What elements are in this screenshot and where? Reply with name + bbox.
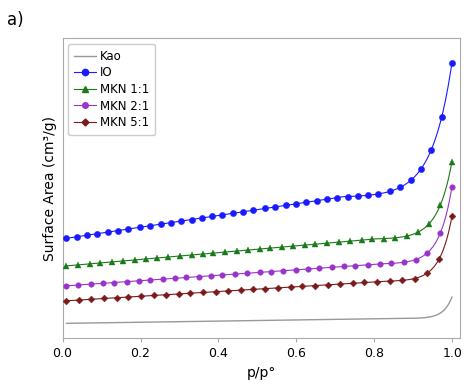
- Legend: Kao, IO, MKN 1:1, MKN 2:1, MKN 5:1: Kao, IO, MKN 1:1, MKN 2:1, MKN 5:1: [68, 44, 155, 135]
- X-axis label: p/p°: p/p°: [246, 366, 276, 380]
- Text: a): a): [7, 11, 24, 29]
- Y-axis label: Surface Area (cm³/g): Surface Area (cm³/g): [43, 116, 57, 261]
